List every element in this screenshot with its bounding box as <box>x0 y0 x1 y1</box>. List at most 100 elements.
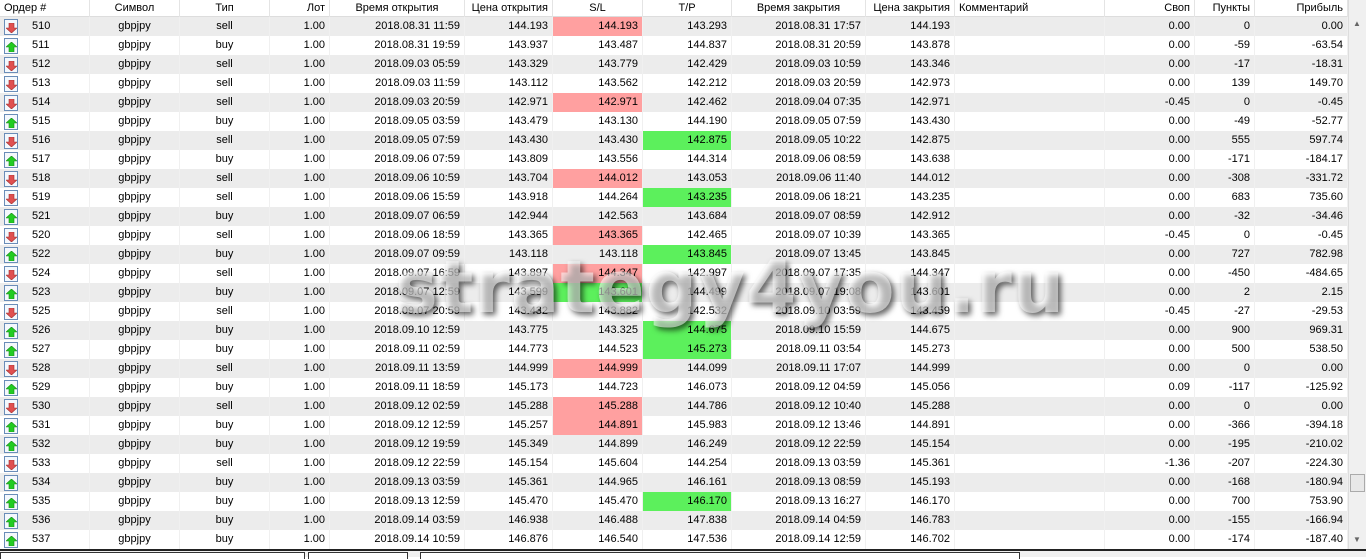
cell-swap: 0.00 <box>1105 131 1195 150</box>
table-row[interactable]: 520 gbpjpy sell 1.00 2018.09.06 18:59 143.365… <box>0 226 1348 245</box>
cell-close-price: 143.459 <box>866 302 955 321</box>
table-row[interactable]: 534 gbpjpy buy 1.00 2018.09.13 03:59 145.361 1… <box>0 473 1348 492</box>
column-header-comment[interactable]: Комментарий <box>955 0 1105 17</box>
scroll-down-arrow-icon[interactable]: ▼ <box>1353 535 1361 544</box>
cell-symbol: gbpjpy <box>90 188 180 207</box>
column-header-close-time[interactable]: Время закрытия <box>732 0 866 17</box>
cell-tp: 144.837 <box>643 36 732 55</box>
order-number: 517 <box>32 153 51 165</box>
cell-open-time: 2018.08.31 19:59 <box>330 36 465 55</box>
cell-close-price: 145.056 <box>866 378 955 397</box>
cell-open-time: 2018.09.05 03:59 <box>330 112 465 131</box>
cell-points: -174 <box>1195 530 1255 549</box>
cell-open-price: 145.288 <box>465 397 553 416</box>
table-row[interactable]: 537 gbpjpy buy 1.00 2018.09.14 10:59 146.876 1… <box>0 530 1348 549</box>
bottom-tab[interactable] <box>308 552 408 559</box>
cell-lot: 1.00 <box>270 74 330 93</box>
table-row[interactable]: 523 gbpjpy buy 1.00 2018.09.07 12:59 143.599 1… <box>0 283 1348 302</box>
column-header-lot[interactable]: Лот <box>270 0 330 17</box>
column-header-open-time[interactable]: Время открытия <box>330 0 465 17</box>
bottom-tab[interactable] <box>420 552 1020 559</box>
bottom-tab[interactable] <box>0 552 305 559</box>
table-row[interactable]: 525 gbpjpy sell 1.00 2018.09.07 20:59 143.432… <box>0 302 1348 321</box>
table-row[interactable]: 510 gbpjpy sell 1.00 2018.08.31 11:59 144.193… <box>0 17 1348 36</box>
column-header-sl[interactable]: S/L <box>553 0 643 17</box>
column-header-type[interactable]: Тип <box>180 0 270 17</box>
table-row[interactable]: 522 gbpjpy buy 1.00 2018.09.07 09:59 143.118 1… <box>0 245 1348 264</box>
cell-close-time: 2018.09.13 08:59 <box>732 473 866 492</box>
scrollbar-thumb[interactable] <box>1350 474 1365 492</box>
scroll-up-arrow-icon[interactable]: ▲ <box>1353 19 1361 28</box>
table-row[interactable]: 516 gbpjpy sell 1.00 2018.09.05 07:59 143.430… <box>0 131 1348 150</box>
cell-sl: 146.540 <box>553 530 643 549</box>
cell-open-time: 2018.09.12 22:59 <box>330 454 465 473</box>
table-row[interactable]: 529 gbpjpy buy 1.00 2018.09.11 18:59 145.173 1… <box>0 378 1348 397</box>
cell-points: 555 <box>1195 131 1255 150</box>
table-row[interactable]: 521 gbpjpy buy 1.00 2018.09.07 06:59 142.944 1… <box>0 207 1348 226</box>
table-row[interactable]: 535 gbpjpy buy 1.00 2018.09.13 12:59 145.470 1… <box>0 492 1348 511</box>
sell-arrow-down-icon <box>4 18 18 35</box>
table-row[interactable]: 518 gbpjpy sell 1.00 2018.09.06 10:59 143.704… <box>0 169 1348 188</box>
cell-type: buy <box>180 492 270 511</box>
cell-close-price: 142.875 <box>866 131 955 150</box>
cell-points: 0 <box>1195 93 1255 112</box>
cell-swap: 0.00 <box>1105 112 1195 131</box>
cell-sl: 142.971 <box>553 93 643 112</box>
table-row[interactable]: 513 gbpjpy sell 1.00 2018.09.03 11:59 143.112… <box>0 74 1348 93</box>
cell-tp: 142.429 <box>643 55 732 74</box>
buy-arrow-up-icon <box>4 113 18 130</box>
cell-points: 0 <box>1195 226 1255 245</box>
cell-symbol: gbpjpy <box>90 492 180 511</box>
column-header-tp[interactable]: T/P <box>643 0 732 17</box>
cell-lot: 1.00 <box>270 378 330 397</box>
column-header-open-price[interactable]: Цена открытия <box>465 0 553 17</box>
column-header-swap[interactable]: Своп <box>1105 0 1195 17</box>
table-row[interactable]: 530 gbpjpy sell 1.00 2018.09.12 02:59 145.288… <box>0 397 1348 416</box>
cell-tp: 142.465 <box>643 226 732 245</box>
order-number: 527 <box>32 343 51 355</box>
table-row[interactable]: 511 gbpjpy buy 1.00 2018.08.31 19:59 143.937 1… <box>0 36 1348 55</box>
cell-close-time: 2018.09.03 10:59 <box>732 55 866 74</box>
table-row[interactable]: 515 gbpjpy buy 1.00 2018.09.05 03:59 143.479 1… <box>0 112 1348 131</box>
cell-order: 522 <box>0 245 90 264</box>
cell-sl: 143.130 <box>553 112 643 131</box>
cell-comment <box>955 359 1105 378</box>
column-header-order[interactable]: Ордер # <box>0 0 90 17</box>
cell-lot: 1.00 <box>270 416 330 435</box>
cell-points: 0 <box>1195 359 1255 378</box>
table-row[interactable]: 514 gbpjpy sell 1.00 2018.09.03 20:59 142.971… <box>0 93 1348 112</box>
cell-swap: -1.36 <box>1105 454 1195 473</box>
table-row[interactable]: 517 gbpjpy buy 1.00 2018.09.06 07:59 143.809 1… <box>0 150 1348 169</box>
cell-comment <box>955 454 1105 473</box>
column-header-symbol[interactable]: Символ <box>90 0 180 17</box>
cell-symbol: gbpjpy <box>90 340 180 359</box>
column-header-points[interactable]: Пункты <box>1195 0 1255 17</box>
table-row[interactable]: 532 gbpjpy buy 1.00 2018.09.12 19:59 145.349 1… <box>0 435 1348 454</box>
vertical-scrollbar[interactable]: ▲ ▼ <box>1348 0 1366 549</box>
cell-comment <box>955 74 1105 93</box>
column-header-profit[interactable]: Прибыль <box>1255 0 1348 17</box>
cell-open-time: 2018.09.06 07:59 <box>330 150 465 169</box>
table-row[interactable]: 533 gbpjpy sell 1.00 2018.09.12 22:59 145.154… <box>0 454 1348 473</box>
cell-close-price: 143.365 <box>866 226 955 245</box>
cell-order: 519 <box>0 188 90 207</box>
cell-type: sell <box>180 226 270 245</box>
cell-points: 0 <box>1195 17 1255 36</box>
table-row[interactable]: 527 gbpjpy buy 1.00 2018.09.11 02:59 144.773 1… <box>0 340 1348 359</box>
table-row[interactable]: 528 gbpjpy sell 1.00 2018.09.11 13:59 144.999… <box>0 359 1348 378</box>
cell-open-time: 2018.09.12 02:59 <box>330 397 465 416</box>
table-row[interactable]: 536 gbpjpy buy 1.00 2018.09.14 03:59 146.938 1… <box>0 511 1348 530</box>
table-row[interactable]: 524 gbpjpy sell 1.00 2018.09.07 16:59 143.897… <box>0 264 1348 283</box>
table-row[interactable]: 531 gbpjpy buy 1.00 2018.09.12 12:59 145.257 1… <box>0 416 1348 435</box>
buy-arrow-up-icon <box>4 37 18 54</box>
table-row[interactable]: 526 gbpjpy buy 1.00 2018.09.10 12:59 143.775 1… <box>0 321 1348 340</box>
table-row[interactable]: 512 gbpjpy sell 1.00 2018.09.03 05:59 143.329… <box>0 55 1348 74</box>
cell-symbol: gbpjpy <box>90 511 180 530</box>
cell-tp: 146.161 <box>643 473 732 492</box>
table-row[interactable]: 519 gbpjpy sell 1.00 2018.09.06 15:59 143.918… <box>0 188 1348 207</box>
cell-order: 517 <box>0 150 90 169</box>
cell-order: 513 <box>0 74 90 93</box>
order-number: 520 <box>32 229 51 241</box>
column-header-close-price[interactable]: Цена закрытия <box>866 0 955 17</box>
cell-open-time: 2018.09.13 03:59 <box>330 473 465 492</box>
